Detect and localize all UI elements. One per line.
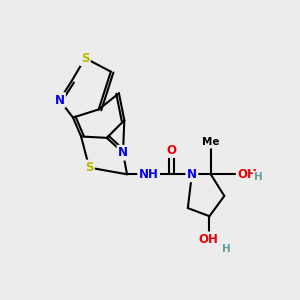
Text: N: N <box>55 94 64 106</box>
Text: N: N <box>118 146 128 159</box>
Text: S: S <box>85 161 94 174</box>
Text: OH: OH <box>198 233 218 246</box>
Text: H: H <box>222 244 230 254</box>
Text: N: N <box>187 168 197 181</box>
Text: OH: OH <box>237 168 257 181</box>
Text: H: H <box>254 172 263 182</box>
Text: S: S <box>81 52 89 64</box>
Text: Me: Me <box>202 137 220 147</box>
Text: NH: NH <box>139 168 159 181</box>
Text: O: O <box>167 143 177 157</box>
